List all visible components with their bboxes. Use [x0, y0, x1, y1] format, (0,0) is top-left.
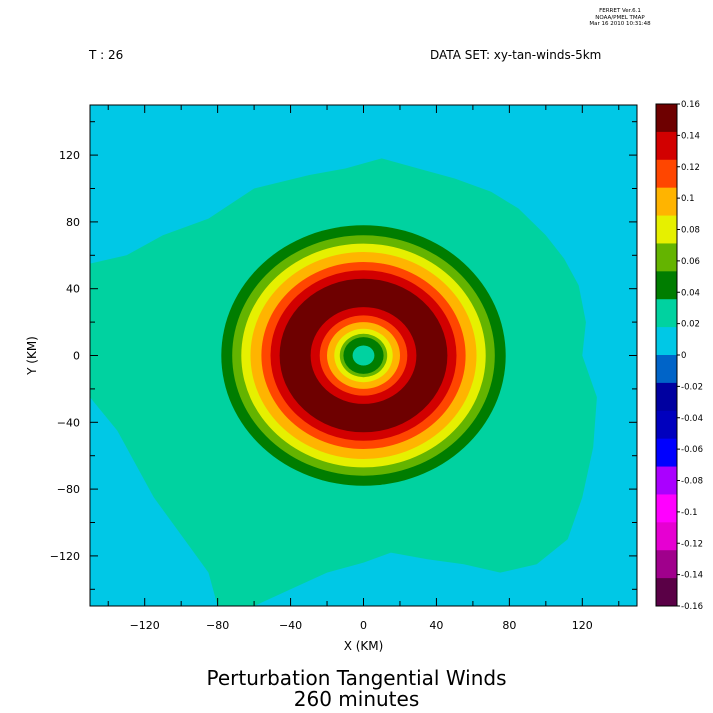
colorbar-label: -0.02 [681, 382, 703, 392]
y-axis-label: Y (KM) [25, 336, 39, 376]
y-tick-label: 40 [66, 283, 80, 296]
x-tick-label: −120 [130, 619, 160, 632]
y-tick-label: 80 [66, 216, 80, 229]
colorbar-swatch [656, 355, 677, 384]
colorbar-swatch [656, 522, 677, 551]
colorbar-swatch [656, 410, 677, 440]
y-tick-label: −80 [57, 483, 80, 496]
colorbar-label: 0 [681, 351, 686, 361]
colorbar: -0.16 -0.14 -0.12 -0.1 -0.08 -0.06 -0.04 -0.02 0… [655, 100, 703, 612]
x-tick-label: 40 [429, 619, 443, 632]
colorbar-swatch [656, 466, 677, 495]
y-tick-label: 120 [59, 149, 80, 162]
colorbar-label: -0.14 [681, 571, 703, 581]
colorbar-swatch [656, 215, 677, 244]
colorbar-swatch [656, 187, 677, 217]
axes: −120 −80 −40 0 40 80 120 120 80 40 0 −40 −80 −120 X (K… [25, 104, 638, 653]
x-tick-label: 80 [502, 619, 516, 632]
y-tick-label: 0 [73, 350, 80, 363]
colorbar-swatch [656, 494, 677, 523]
colorbar-swatch [656, 327, 677, 356]
colorbar-swatch [656, 131, 677, 161]
colorbar-label: 0.02 [681, 320, 700, 330]
colorbar-swatch [656, 243, 677, 272]
field-layer [90, 105, 637, 606]
colorbar-label: -0.1 [681, 508, 698, 518]
x-tick-label: 120 [572, 619, 593, 632]
colorbar-swatch [656, 299, 677, 328]
colorbar-label: 0.16 [681, 100, 700, 110]
colorbar-swatch [656, 438, 677, 468]
chart-title: Perturbation Tangential Winds 260 minute… [0, 668, 713, 710]
title-line: Perturbation Tangential Winds [206, 666, 507, 690]
stamp-line-3: Mar 16 2010 10:31:48 [589, 21, 651, 27]
colorbar-swatch [656, 382, 677, 412]
x-tick-label: −40 [279, 619, 302, 632]
plot-area [90, 105, 637, 606]
colorbar-label: -0.04 [681, 414, 703, 424]
colorbar-label: -0.08 [681, 477, 703, 487]
colorbar-label: -0.06 [681, 445, 703, 455]
y-tick-label: −40 [57, 416, 80, 429]
colorbar-label: 0.14 [681, 131, 700, 141]
colorbar-label: 0.08 [681, 226, 700, 236]
colorbar-label: -0.12 [681, 539, 703, 549]
colorbar-label: 0.04 [681, 288, 700, 298]
x-tick-label: −80 [206, 619, 229, 632]
ferret-stamp: FERRET Ver.6.1 NOAA/PMEL TMAP Mar 16 201… [560, 8, 680, 28]
colorbar-swatch [656, 159, 677, 189]
colorbar-swatch [656, 271, 677, 300]
colorbar-label: 0.12 [681, 163, 700, 173]
x-tick-label: 0 [360, 619, 367, 632]
colorbar-label: -0.16 [681, 602, 703, 612]
stamp-line-2: NOAA/PMEL TMAP [595, 14, 645, 21]
colorbar-swatch [656, 550, 677, 579]
time-label: T : 26 [89, 48, 124, 62]
colorbar-label: 0.1 [681, 194, 695, 204]
stamp-line-1: FERRET Ver.6.1 [599, 8, 641, 14]
y-tick-label: −120 [50, 550, 80, 563]
colorbar-swatch [656, 104, 677, 133]
colorbar-label: 0.06 [681, 257, 700, 267]
dataset-label: DATA SET: xy-tan-winds-5km [430, 48, 602, 62]
field-ring [352, 345, 375, 366]
subtitle-line: 260 minutes [293, 687, 420, 711]
x-axis-label: X (KM) [344, 639, 384, 653]
colorbar-swatch [656, 578, 677, 607]
